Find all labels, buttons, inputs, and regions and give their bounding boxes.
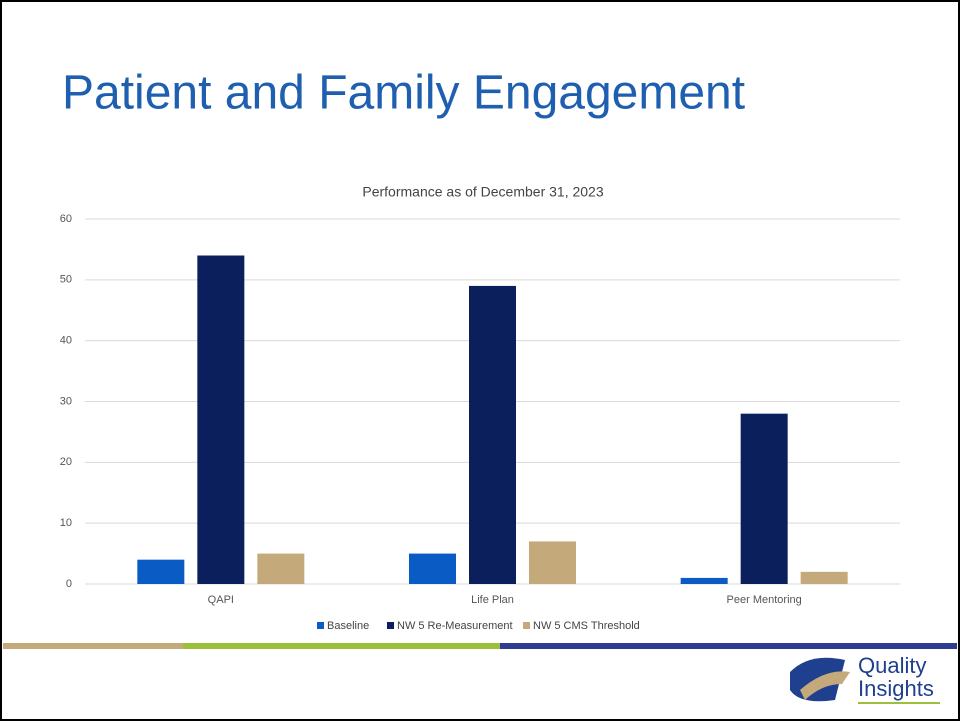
bar xyxy=(257,553,305,584)
slide-title: Patient and Family Engagement xyxy=(62,67,745,120)
bar xyxy=(409,553,456,584)
y-tick-label: 40 xyxy=(60,335,72,347)
legend-swatch xyxy=(387,622,394,629)
logo-text: Insights xyxy=(858,676,934,701)
bar xyxy=(469,285,516,584)
y-tick-label: 0 xyxy=(66,578,72,590)
bar xyxy=(197,255,245,584)
chart-title: Performance as of December 31, 2023 xyxy=(362,184,603,200)
bar xyxy=(740,413,788,584)
y-tick-label: 20 xyxy=(60,456,72,468)
logo-mark xyxy=(800,671,850,700)
logo-text: Quality xyxy=(858,653,926,678)
stripe xyxy=(500,643,957,649)
y-tick-label: 10 xyxy=(60,517,72,529)
stripe xyxy=(183,643,500,649)
bar xyxy=(680,577,728,584)
y-tick-label: 50 xyxy=(60,274,72,286)
y-tick-label: 30 xyxy=(60,395,72,407)
bar xyxy=(800,571,848,584)
logo: Quality Insights xyxy=(790,653,940,704)
legend-label: Baseline xyxy=(327,620,369,632)
legend-swatch xyxy=(523,622,530,629)
legend-label: NW 5 Re-Measurement xyxy=(397,620,513,632)
bar xyxy=(137,559,185,584)
y-tick-label: 60 xyxy=(60,213,72,225)
legend-label: NW 5 CMS Threshold xyxy=(533,620,640,632)
legend-swatch xyxy=(317,622,324,629)
x-tick-label: QAPI xyxy=(208,594,234,606)
bar xyxy=(529,541,576,584)
stripe xyxy=(3,643,183,649)
x-tick-label: Life Plan xyxy=(471,594,514,606)
x-tick-label: Peer Mentoring xyxy=(727,594,802,606)
